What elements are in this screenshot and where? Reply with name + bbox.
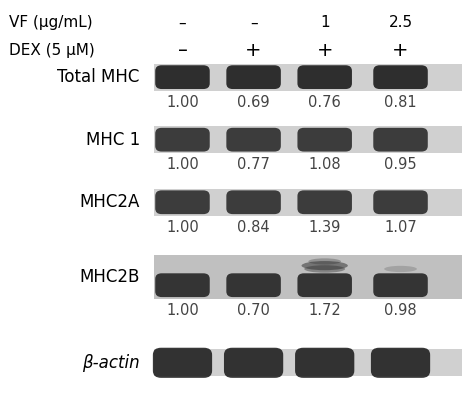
Text: 0.69: 0.69 [237, 95, 270, 110]
Text: 0.70: 0.70 [237, 304, 270, 318]
Text: 1: 1 [320, 15, 329, 30]
FancyBboxPatch shape [224, 348, 283, 378]
Text: 0.95: 0.95 [384, 158, 417, 172]
Text: +: + [392, 41, 409, 60]
Text: 0.77: 0.77 [237, 158, 270, 172]
Text: 1.08: 1.08 [309, 158, 341, 172]
Ellipse shape [304, 265, 345, 273]
FancyBboxPatch shape [155, 65, 210, 89]
Text: 0.84: 0.84 [237, 220, 270, 235]
FancyBboxPatch shape [373, 128, 428, 152]
Text: 1.72: 1.72 [308, 304, 341, 318]
FancyBboxPatch shape [298, 190, 352, 214]
FancyBboxPatch shape [371, 348, 430, 378]
FancyBboxPatch shape [373, 190, 428, 214]
FancyBboxPatch shape [155, 128, 210, 152]
Text: DEX (5 μM): DEX (5 μM) [9, 43, 95, 58]
Text: 1.07: 1.07 [384, 220, 417, 235]
Bar [154, 64, 462, 91]
FancyBboxPatch shape [295, 348, 354, 378]
Text: 2.5: 2.5 [389, 15, 412, 30]
Bar [154, 126, 462, 153]
Text: MHC2B: MHC2B [80, 268, 140, 286]
FancyBboxPatch shape [227, 190, 281, 214]
Text: MHC 1: MHC 1 [86, 131, 140, 149]
Text: –: – [179, 15, 186, 30]
Bar [154, 349, 462, 376]
Text: +: + [317, 41, 333, 60]
Text: 1.00: 1.00 [166, 95, 199, 110]
Text: β-actin: β-actin [82, 354, 140, 372]
Text: 0.98: 0.98 [384, 304, 417, 318]
Bar [154, 188, 462, 216]
Text: +: + [246, 41, 262, 60]
Ellipse shape [301, 261, 348, 270]
FancyBboxPatch shape [155, 190, 210, 214]
Text: 1.39: 1.39 [309, 220, 341, 235]
Bar [154, 255, 462, 299]
Text: –: – [178, 41, 187, 60]
FancyBboxPatch shape [227, 273, 281, 297]
FancyBboxPatch shape [298, 65, 352, 89]
FancyBboxPatch shape [227, 128, 281, 152]
Text: 1.00: 1.00 [166, 304, 199, 318]
Text: 1.00: 1.00 [166, 220, 199, 235]
Text: VF (μg/mL): VF (μg/mL) [9, 15, 93, 30]
FancyBboxPatch shape [227, 65, 281, 89]
Text: MHC2A: MHC2A [80, 193, 140, 211]
FancyBboxPatch shape [298, 128, 352, 152]
FancyBboxPatch shape [155, 273, 210, 297]
Ellipse shape [308, 259, 341, 265]
FancyBboxPatch shape [373, 273, 428, 297]
Text: –: – [250, 15, 257, 30]
FancyBboxPatch shape [373, 65, 428, 89]
Text: 0.81: 0.81 [384, 95, 417, 110]
Text: Total MHC: Total MHC [57, 68, 140, 86]
FancyBboxPatch shape [153, 348, 212, 378]
Ellipse shape [384, 266, 417, 272]
Text: 1.00: 1.00 [166, 158, 199, 172]
Text: 0.76: 0.76 [308, 95, 341, 110]
FancyBboxPatch shape [298, 273, 352, 297]
